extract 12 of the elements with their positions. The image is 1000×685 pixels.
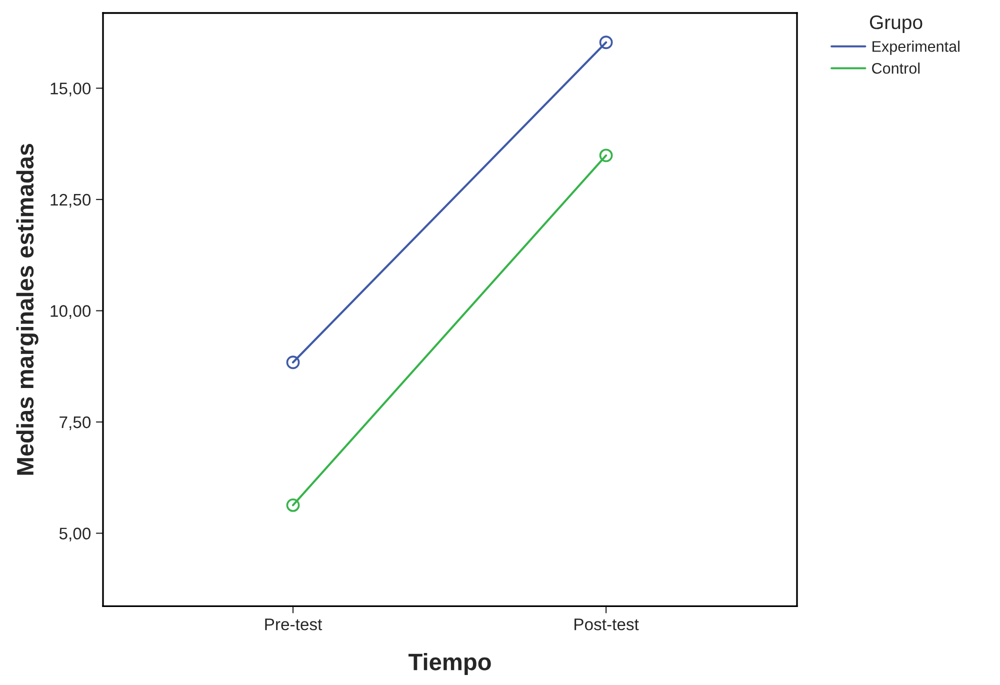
legend-title: Grupo: [870, 15, 922, 34]
x-tick-label: Post-test: [574, 618, 639, 630]
y-tick-label: 15,00: [50, 82, 91, 96]
y-tick-label: 5,00: [59, 528, 91, 542]
y-tick-label: 7,50: [60, 416, 91, 430]
legend-label: Control: [872, 62, 920, 74]
legend-label: Experimental: [872, 40, 960, 55]
x-axis-title: Tiempo: [408, 653, 491, 676]
y-tick-label: 12,50: [50, 194, 91, 208]
y-axis-title: Medias marginales estimadas: [16, 144, 38, 475]
x-tick-label: Pre-test: [265, 618, 322, 630]
y-tick-label: 10,00: [50, 305, 91, 319]
